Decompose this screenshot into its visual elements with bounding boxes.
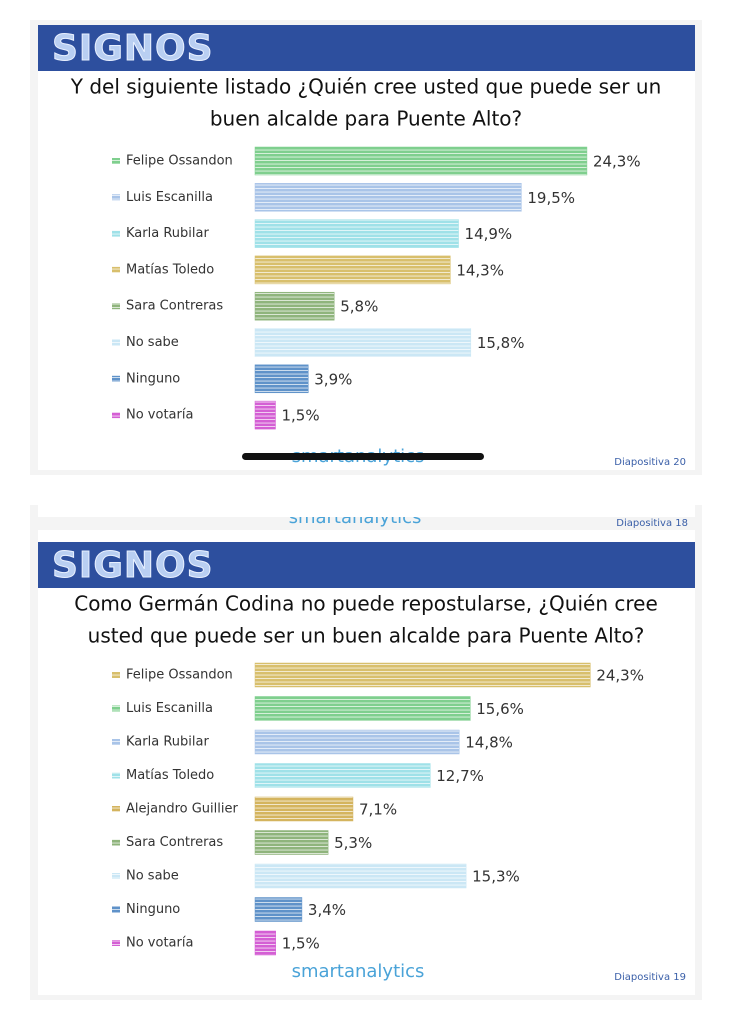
crop: [38, 505, 695, 517]
category-label: Matías Toledo: [126, 768, 214, 783]
bar: [254, 696, 471, 721]
chart-title: Como Germán Codina no puede repostularse…: [74, 592, 658, 616]
bar: [254, 662, 591, 688]
category-label: Alejandro Guillier: [126, 802, 238, 817]
value-label: 14,9%: [465, 225, 513, 243]
bar: [254, 400, 276, 430]
legend-swatch: [112, 739, 120, 745]
bar: [254, 364, 309, 394]
value-label: 5,3%: [334, 834, 372, 852]
value-label: 5,8%: [340, 298, 378, 316]
scroll-indicator: [242, 453, 484, 460]
value-label: 24,3%: [593, 153, 641, 171]
value-label: 14,8%: [465, 734, 513, 752]
value-label: 15,6%: [476, 700, 524, 718]
category-label: Luis Escanilla: [126, 701, 213, 716]
slide: [38, 530, 695, 995]
legend-swatch: [112, 839, 120, 846]
value-label: 19,5%: [527, 189, 575, 207]
legend-swatch: [112, 940, 120, 946]
footer-logo: smartanalytics: [292, 961, 425, 982]
category-label: Felipe Ossandon: [126, 668, 233, 683]
legend-swatch: [112, 375, 120, 382]
value-label: 1,5%: [281, 407, 319, 425]
category-label: Karla Rubilar: [126, 735, 209, 750]
legend-swatch: [112, 194, 120, 201]
bar: [254, 219, 459, 248]
bar: [254, 729, 460, 755]
legend-swatch: [112, 230, 120, 237]
value-label: 1,5%: [282, 935, 320, 953]
value-label: 3,4%: [308, 901, 346, 919]
legend-swatch: [112, 906, 120, 913]
legend-swatch: [112, 873, 120, 879]
category-label: No votaría: [126, 936, 193, 951]
legend-swatch: [112, 806, 120, 812]
chart-title: Y del siguiente listado ¿Quién cree uste…: [70, 75, 662, 99]
bar: [254, 763, 431, 788]
bar: [254, 830, 329, 855]
legend-swatch: [112, 412, 120, 419]
bar: [254, 897, 303, 922]
category-label: Sara Contreras: [126, 835, 223, 850]
value-label: 15,8%: [477, 334, 525, 352]
category-label: Felipe Ossandon: [126, 154, 233, 169]
category-label: Luis Escanilla: [126, 190, 213, 205]
category-label: Karla Rubilar: [126, 226, 209, 241]
brand-logo: SIGNOS: [52, 28, 214, 69]
value-label: 24,3%: [596, 667, 644, 685]
category-label: No sabe: [126, 869, 179, 884]
legend-swatch: [112, 705, 120, 712]
legend-swatch: [112, 266, 120, 273]
bar: [254, 146, 588, 176]
slide-number: Diapositiva 18: [616, 518, 688, 529]
slide-number: Diapositiva 20: [614, 457, 686, 468]
bar: [254, 328, 472, 357]
bar: [254, 255, 451, 285]
header-band: [38, 542, 695, 588]
legend-swatch: [112, 158, 120, 164]
category-label: Matías Toledo: [126, 262, 214, 277]
chart-title: usted que puede ser un buen alcalde para…: [88, 624, 645, 648]
value-label: 12,7%: [436, 767, 484, 785]
value-label: 3,9%: [314, 370, 352, 388]
value-label: 7,1%: [359, 801, 397, 819]
bar: [254, 930, 276, 956]
value-label: 15,3%: [472, 868, 520, 886]
value-label: 14,3%: [456, 261, 504, 279]
category-label: No sabe: [126, 335, 179, 350]
category-label: Ninguno: [126, 371, 180, 386]
bar: [254, 291, 335, 321]
category-label: Ninguno: [126, 902, 180, 917]
legend-swatch: [112, 672, 120, 678]
header-band: [38, 25, 695, 71]
legend-swatch: [112, 303, 120, 310]
category-label: No votaría: [126, 408, 193, 423]
bar: [254, 863, 467, 889]
bar: [254, 183, 522, 212]
chart-title: buen alcalde para Puente Alto?: [210, 107, 522, 131]
category-label: Sara Contreras: [126, 299, 223, 314]
legend-swatch: [112, 772, 120, 779]
bar: [254, 796, 354, 822]
legend-swatch: [112, 339, 120, 346]
slide-number: Diapositiva 19: [614, 972, 686, 983]
brand-logo: SIGNOS: [52, 545, 214, 586]
